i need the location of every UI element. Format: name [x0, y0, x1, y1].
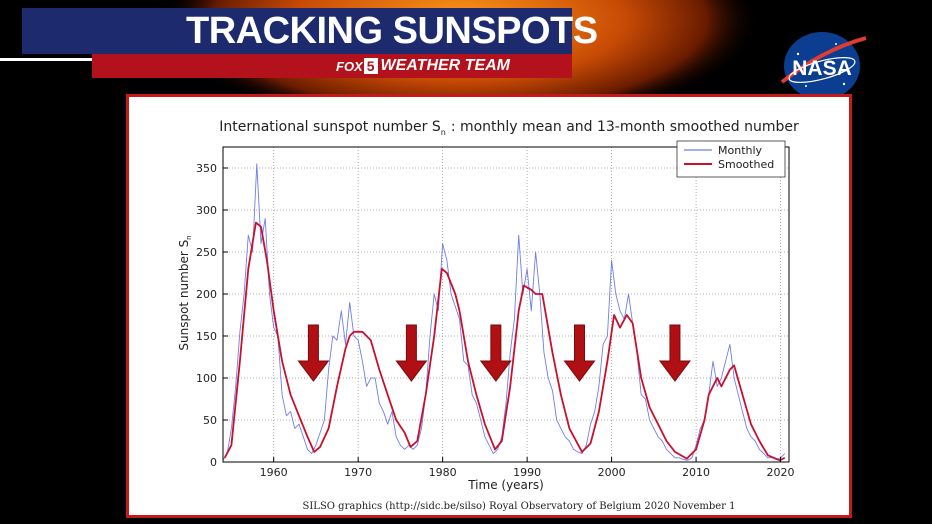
- x-tick-label: 2000: [598, 466, 626, 479]
- decline-arrows: [297, 324, 691, 382]
- series-line-monthly: [222, 163, 786, 461]
- brand-label: FOX 5 WEATHER TEAM: [336, 56, 510, 76]
- x-tick-label: 1960: [260, 466, 288, 479]
- y-tick-label: 150: [196, 330, 217, 343]
- chart-title-main: International sunspot number S: [219, 119, 441, 135]
- nasa-meatball-icon: NASA: [780, 32, 867, 100]
- legend-label: Monthly: [718, 144, 763, 157]
- brand-number: 5: [363, 58, 378, 74]
- chart-title: International sunspot number Sn : monthly…: [219, 119, 799, 137]
- x-axis-label: Time (years): [467, 478, 544, 492]
- chart-footer: SILSO graphics (http://sidc.be/silso) Ro…: [303, 501, 736, 512]
- title-bar: [22, 8, 572, 54]
- subtitle-bar: [92, 54, 572, 78]
- y-tick-label: 250: [196, 246, 217, 259]
- chart-series: [222, 163, 786, 462]
- y-tick-label: 100: [196, 372, 217, 385]
- plot-frame: [222, 146, 790, 463]
- banner-divider: [0, 58, 92, 61]
- y-axis-label: Sunspot number Sn: [177, 235, 193, 350]
- y-tick-label: 50: [203, 414, 217, 427]
- chart-ticks: 1960 1970 1980 1990 2000 2010 2020 0 50 100 150 200…: [196, 162, 795, 479]
- y-tick-label: 200: [196, 288, 217, 301]
- legend-box: [676, 140, 786, 178]
- chart-title-suffix: : monthly mean and 13-month smoothed num…: [451, 119, 799, 135]
- brand-team: WEATHER TEAM: [380, 57, 510, 74]
- chart-title-subscript: n: [441, 128, 446, 137]
- y-axis-label-subscript: n: [185, 235, 193, 239]
- legend-label: Smoothed: [718, 158, 774, 171]
- y-tick-label: 0: [210, 456, 217, 469]
- x-tick-label: 2010: [682, 466, 710, 479]
- down-arrow-icon: [395, 324, 428, 382]
- down-arrow-icon: [479, 324, 512, 382]
- y-tick-label: 300: [196, 204, 217, 217]
- series-line-smoothed: [223, 221, 786, 462]
- x-tick-label: 1990: [513, 466, 541, 479]
- brand-fox: FOX: [336, 58, 363, 74]
- x-tick-label: 1970: [344, 466, 372, 479]
- x-tick-label: 2020: [767, 466, 795, 479]
- banner-title: TRACKING SUNSPOTS: [186, 10, 598, 52]
- chart-card: International sunspot number Sn: monthly…: [126, 94, 852, 518]
- y-axis-label-main: Sunspot number S: [177, 240, 191, 351]
- down-arrow-icon: [563, 324, 596, 382]
- down-arrow-icon: [297, 324, 330, 382]
- sunspot-chart: International sunspot number Sn: monthly…: [177, 119, 799, 512]
- down-arrow-icon: [658, 324, 691, 382]
- nasa-logo-text: NASA: [792, 57, 852, 80]
- y-tick-label: 350: [196, 162, 217, 175]
- x-tick-label: 1980: [429, 466, 457, 479]
